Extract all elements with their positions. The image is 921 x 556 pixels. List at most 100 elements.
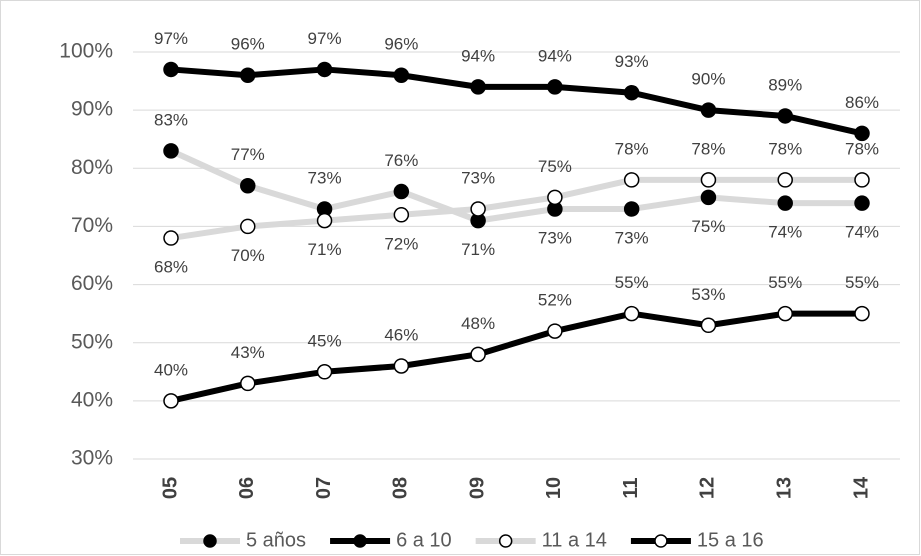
- data-label: 96%: [384, 35, 418, 54]
- data-label: 73%: [461, 168, 495, 187]
- y-tick-label: 80%: [71, 156, 113, 179]
- legend-item: 11 a 14: [475, 529, 607, 551]
- marker: [777, 195, 793, 211]
- x-tick-label: 14: [850, 476, 872, 499]
- data-label: 45%: [308, 331, 342, 350]
- data-label: 97%: [154, 29, 188, 48]
- marker: [240, 218, 256, 235]
- data-label: 73%: [615, 228, 649, 247]
- x-tick-label: 12: [697, 477, 719, 499]
- series-line: [170, 176, 862, 242]
- data-label: 97%: [308, 29, 342, 48]
- y-tick-label: 100%: [59, 40, 113, 63]
- data-label: 74%: [768, 223, 802, 242]
- marker: [240, 375, 256, 392]
- data-label: 40%: [154, 360, 188, 379]
- data-label: 75%: [691, 217, 725, 236]
- marker: [316, 364, 333, 380]
- data-label: 74%: [845, 223, 879, 242]
- x-tick-label: 05: [159, 477, 181, 499]
- data-label: 55%: [845, 273, 879, 292]
- marker: [393, 67, 410, 84]
- marker: [700, 189, 717, 206]
- data-label: 94%: [461, 46, 495, 65]
- data-label: 68%: [154, 258, 188, 277]
- x-tick-label: 06: [236, 477, 258, 499]
- data-label: 53%: [691, 285, 725, 304]
- data-label: 71%: [461, 240, 495, 259]
- legend-marker: [654, 534, 668, 548]
- legend-item: 15 a 16: [630, 529, 764, 551]
- series-line: [169, 148, 862, 224]
- marker: [240, 177, 256, 194]
- data-label: 83%: [154, 110, 188, 129]
- legend-label: 11 a 14: [542, 529, 607, 551]
- marker: [623, 84, 640, 101]
- x-tick-label: 13: [774, 477, 796, 499]
- data-label: 43%: [231, 343, 265, 362]
- x-tick-label: 11: [620, 477, 642, 498]
- data-label: 89%: [768, 75, 802, 94]
- data-label: 55%: [768, 273, 802, 292]
- marker: [623, 201, 640, 217]
- y-tick-label: 70%: [71, 214, 113, 237]
- y-tick-label: 60%: [71, 272, 113, 295]
- marker: [240, 67, 256, 84]
- marker: [547, 79, 563, 95]
- marker: [700, 102, 717, 118]
- data-label: 48%: [461, 314, 495, 333]
- y-tick-label: 30%: [71, 447, 113, 470]
- data-label: 55%: [615, 273, 649, 292]
- data-label: 73%: [308, 168, 342, 187]
- data-label: 90%: [691, 70, 725, 89]
- data-label: 78%: [691, 139, 725, 158]
- legend-marker: [353, 534, 367, 548]
- marker: [777, 108, 793, 124]
- data-label: 52%: [538, 291, 572, 310]
- marker: [163, 143, 179, 159]
- marker: [163, 230, 179, 246]
- legend-label: 15 a 16: [697, 529, 764, 551]
- marker: [547, 189, 563, 206]
- marker: [623, 305, 640, 322]
- marker: [623, 172, 640, 188]
- legend-item: 6 a 10: [330, 529, 452, 551]
- x-tick-label: 10: [543, 477, 565, 499]
- y-tick-label: 40%: [71, 388, 113, 411]
- marker: [854, 125, 870, 142]
- marker: [316, 212, 333, 229]
- data-label: 46%: [384, 325, 418, 344]
- data-label: 76%: [384, 151, 418, 170]
- data-label: 86%: [845, 93, 879, 112]
- marker: [700, 172, 717, 188]
- x-tick-label: 08: [390, 477, 412, 499]
- marker: [854, 195, 870, 211]
- marker: [163, 61, 179, 78]
- marker: [470, 346, 486, 363]
- data-label: 78%: [768, 139, 802, 158]
- data-label: 70%: [231, 246, 265, 265]
- y-tick-label: 50%: [71, 330, 113, 353]
- data-label: 78%: [615, 139, 649, 158]
- data-label: 93%: [615, 52, 649, 71]
- data-label: 72%: [384, 234, 418, 253]
- legend-label: 5 años: [246, 529, 306, 551]
- data-label: 96%: [231, 35, 265, 54]
- marker: [700, 317, 717, 334]
- marker: [393, 358, 410, 374]
- marker: [470, 201, 486, 217]
- legend-marker: [498, 534, 513, 548]
- marker: [777, 172, 793, 188]
- marker: [854, 305, 870, 322]
- marker: [470, 79, 486, 95]
- x-tick-label: 09: [466, 477, 488, 499]
- marker: [854, 172, 870, 188]
- marker: [777, 305, 793, 322]
- marker: [316, 61, 333, 78]
- marker: [393, 207, 410, 223]
- series-line: [170, 66, 863, 137]
- y-tick-label: 90%: [71, 98, 113, 121]
